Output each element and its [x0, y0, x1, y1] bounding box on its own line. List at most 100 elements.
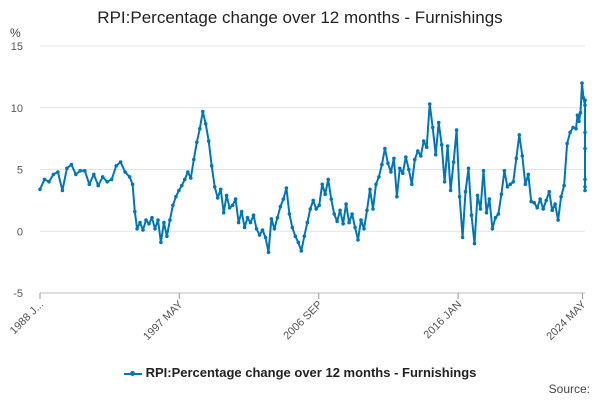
data-point [583, 177, 587, 182]
data-point [133, 209, 137, 214]
data-point [338, 208, 342, 213]
y-tick-label: 0 [17, 226, 23, 238]
data-point [96, 183, 100, 188]
data-point [144, 218, 148, 222]
data-point [335, 219, 339, 224]
data-point [275, 215, 280, 220]
data-point [395, 194, 399, 199]
data-point [195, 140, 199, 145]
data-point [490, 227, 495, 231]
data-point [332, 212, 337, 216]
data-point [541, 207, 545, 211]
data-point [153, 227, 157, 231]
data-point [371, 207, 375, 211]
data-point [215, 196, 220, 200]
data-point [87, 182, 92, 187]
data-point [269, 217, 274, 221]
x-tick-label: 2024 MAY [544, 298, 589, 343]
data-point [290, 225, 295, 230]
source-label: Source: [548, 382, 590, 396]
data-point [293, 234, 298, 238]
data-point [350, 212, 354, 216]
data-point [311, 198, 316, 203]
data-point [389, 170, 393, 174]
data-point [433, 152, 438, 157]
data-point [201, 109, 205, 114]
data-point [135, 227, 139, 231]
data-point [562, 183, 566, 188]
data-point [326, 177, 331, 182]
data-point [109, 177, 114, 182]
data-point [472, 241, 477, 246]
data-point [344, 202, 348, 206]
data-point [436, 120, 441, 125]
data-point [356, 238, 360, 242]
data-point [419, 154, 423, 158]
data-point [550, 208, 554, 213]
data-point [583, 146, 587, 151]
data-point [505, 185, 510, 189]
data-point [427, 102, 432, 106]
data-point [380, 162, 384, 167]
data-point [421, 139, 426, 143]
data-point [386, 161, 390, 166]
data-point [559, 194, 563, 199]
y-tick-label: 10 [11, 103, 23, 115]
data-point [42, 177, 47, 182]
x-tick-label: 2016 JAN [422, 299, 465, 342]
data-point [51, 172, 56, 177]
data-point [424, 145, 429, 150]
data-point [127, 175, 132, 179]
data-point [442, 180, 447, 184]
data-point [242, 225, 247, 230]
data-point [266, 250, 271, 254]
data-point [514, 156, 519, 161]
data-point [499, 192, 504, 196]
y-axis-label: % [10, 26, 21, 40]
data-point [203, 122, 208, 126]
data-point [362, 227, 366, 231]
data-point [359, 218, 363, 222]
data-point [227, 206, 232, 210]
data-point [180, 183, 184, 188]
data-point [508, 182, 513, 187]
data-point [114, 164, 118, 168]
data-point [278, 204, 283, 209]
data-point [189, 176, 193, 180]
data-point [523, 182, 528, 187]
data-point [365, 208, 369, 213]
data-point [272, 227, 277, 231]
data-point [556, 218, 560, 222]
legend-label: RPI:Percentage change over 12 months - F… [145, 365, 477, 380]
x-tick-label: 2006 SEP [281, 299, 325, 343]
data-point [487, 197, 492, 201]
chart-title: RPI:Percentage change over 12 months - F… [97, 8, 503, 27]
data-point [583, 130, 587, 135]
data-point [529, 199, 533, 204]
data-point [130, 182, 135, 187]
data-point [317, 203, 322, 208]
data-point [165, 234, 169, 238]
data-point [526, 172, 531, 177]
data-point [236, 220, 241, 225]
data-point [78, 168, 83, 173]
data-point [248, 220, 253, 225]
y-tick-label: 15 [11, 41, 23, 53]
data-point [368, 187, 372, 192]
data-point [212, 185, 217, 189]
data-point [502, 168, 507, 173]
data-point [56, 170, 60, 174]
legend-swatch [123, 370, 142, 376]
data-point [192, 157, 196, 162]
data-point [496, 212, 501, 216]
data-point [413, 157, 417, 162]
data-point [320, 182, 325, 187]
data-point [484, 210, 489, 215]
data-point [209, 164, 214, 168]
data-point [218, 187, 223, 192]
data-point [454, 128, 459, 132]
data-point [308, 207, 313, 211]
data-point [245, 215, 250, 220]
data-point [284, 186, 289, 190]
data-point [105, 180, 109, 184]
